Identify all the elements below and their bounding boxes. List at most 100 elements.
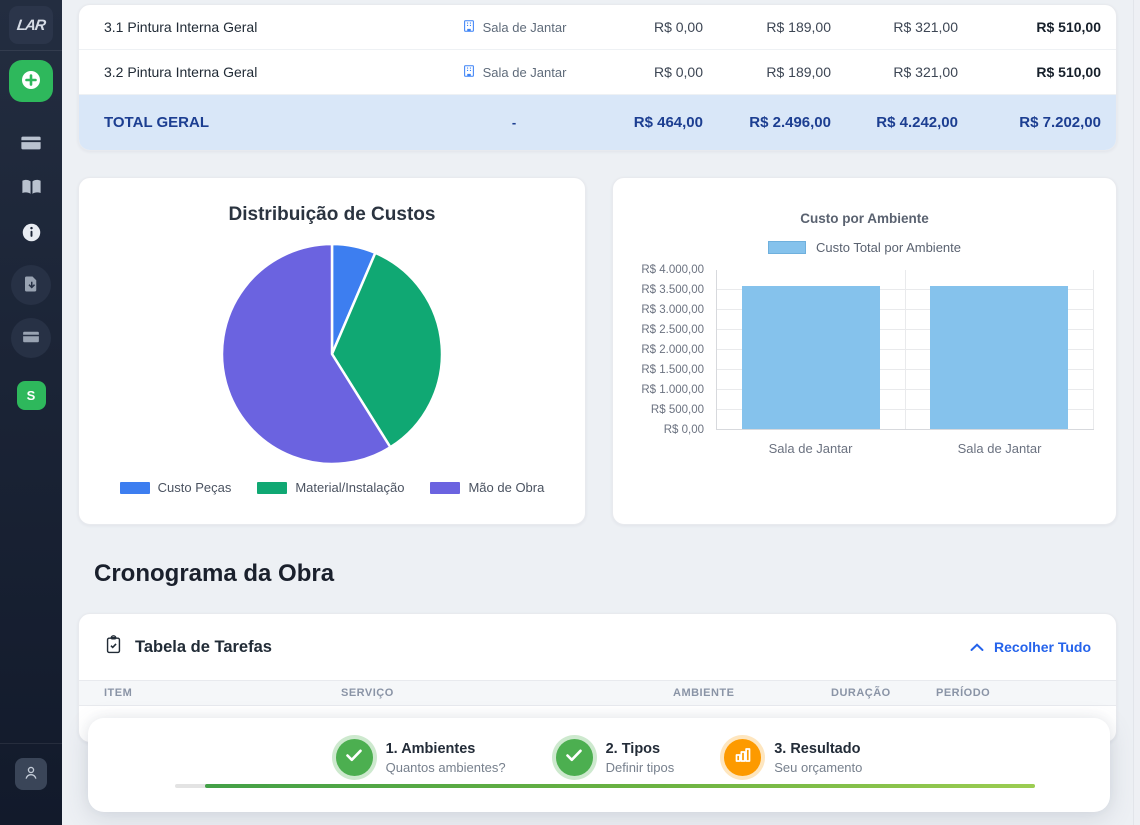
y-tick: R$ 2.000,00 — [641, 344, 704, 356]
mao-de-obra-value: R$ 321,00 — [893, 64, 958, 80]
file-download-icon — [22, 275, 40, 296]
step-subtitle: Definir tipos — [605, 759, 675, 775]
step-title: 2. Tipos — [605, 740, 661, 757]
step-resultado[interactable]: 3. Resultado Seu orçamento — [724, 739, 862, 776]
pie-chart-title: Distribuição de Custos — [228, 204, 436, 225]
total-row: TOTAL GERAL - R$ 464,00 R$ 2.496,00 R$ 4… — [79, 95, 1116, 150]
collapse-all-label: Recolher Tudo — [994, 639, 1091, 655]
check-icon — [346, 749, 362, 767]
pie-legend: Custo Peças Material/Instalação Mão de O… — [79, 480, 585, 495]
cost-by-ambiente-card: Custo por Ambiente Custo Total por Ambie… — [612, 177, 1117, 525]
bar-chart-legend[interactable]: Custo Total por Ambiente — [613, 240, 1116, 255]
bar-sala-de-jantar-2[interactable] — [930, 285, 1069, 429]
table-row[interactable]: 3.1 Pintura Interna Geral Sala de Jantar… — [79, 5, 1116, 50]
col-ambiente: AMBIENTE — [673, 687, 735, 699]
vertical-scrollbar[interactable] — [1133, 0, 1140, 825]
info-circle-icon — [21, 222, 42, 246]
col-duracao: DURAÇÃO — [831, 687, 891, 699]
open-book-icon — [20, 176, 43, 202]
material-value: R$ 189,00 — [766, 19, 831, 35]
plus-circle-icon — [19, 68, 43, 95]
y-tick: R$ 500,00 — [650, 404, 704, 416]
building-icon — [462, 64, 476, 81]
bar-legend-swatch — [767, 241, 806, 254]
legend-swatch-purple — [430, 481, 461, 494]
sidebar-item-catalog[interactable] — [11, 169, 51, 209]
check-icon — [566, 749, 582, 767]
wizard-progress-bar — [175, 784, 1035, 788]
legend-label: Material/Instalação — [295, 480, 405, 495]
total-value: R$ 510,00 — [1036, 19, 1101, 35]
wizard-stepper-card: 1. Ambientes Quantos ambientes? 2. Tipos… — [88, 718, 1110, 812]
ambiente-label: Sala de Jantar — [482, 19, 567, 35]
sidebar-divider — [0, 50, 62, 51]
col-item: ITEM — [104, 687, 133, 699]
avatar-initial: S — [26, 388, 36, 403]
step-subtitle: Quantos ambientes? — [385, 759, 506, 775]
new-item-button[interactable] — [9, 60, 53, 102]
task-table-title: Tabela de Tarefas — [135, 637, 272, 656]
bar-chart-icon — [735, 748, 751, 767]
legend-item[interactable]: Custo Peças — [119, 480, 232, 495]
pie-chart[interactable] — [202, 234, 462, 470]
sidebar: LAR — [0, 0, 62, 825]
sidebar-item-payments[interactable] — [11, 124, 51, 164]
y-tick: R$ 3.000,00 — [641, 304, 704, 316]
material-value: R$ 189,00 — [766, 64, 831, 80]
total-geral-value: R$ 7.202,00 — [1019, 114, 1101, 131]
legend-label: Custo Peças — [157, 480, 232, 495]
custo-pecas-value: R$ 0,00 — [653, 64, 703, 80]
legend-swatch-green — [257, 481, 288, 494]
y-tick: R$ 1.000,00 — [641, 384, 704, 396]
y-tick: R$ 0,00 — [663, 424, 704, 436]
y-tick: R$ 1.500,00 — [641, 364, 704, 376]
legend-item[interactable]: Mão de Obra — [430, 480, 544, 495]
step-title: 3. Resultado — [774, 740, 861, 757]
app-logo[interactable]: LAR — [9, 6, 53, 44]
total-ambiente-dash: - — [511, 115, 517, 130]
col-periodo: PERÍODO — [936, 687, 991, 699]
bar-chart-title: Custo por Ambiente — [800, 211, 929, 226]
chevron-up-icon — [970, 639, 984, 655]
total-material: R$ 2.496,00 — [749, 114, 831, 131]
y-tick: R$ 4.000,00 — [641, 264, 704, 276]
sidebar-item-export[interactable] — [11, 265, 51, 305]
step-done-circle — [335, 739, 373, 776]
profile-button[interactable] — [15, 758, 47, 790]
collapse-all-button[interactable]: Recolher Tudo — [970, 639, 1091, 655]
page-section-title: Cronograma da Obra — [94, 560, 335, 587]
sidebar-item-billing[interactable] — [11, 318, 51, 358]
mao-de-obra-value: R$ 321,00 — [893, 19, 958, 35]
table-row[interactable]: 3.2 Pintura Interna Geral Sala de Jantar… — [79, 50, 1116, 95]
x-tick: Sala de Jantar — [957, 441, 1042, 456]
step-current-circle — [724, 739, 762, 776]
sidebar-item-info[interactable] — [11, 214, 51, 254]
app-logo-text: LAR — [15, 16, 47, 34]
step-title: 1. Ambientes — [385, 740, 476, 757]
total-value: R$ 510,00 — [1036, 64, 1101, 80]
step-ambientes[interactable]: 1. Ambientes Quantos ambientes? — [335, 739, 506, 776]
y-tick: R$ 2.500,00 — [641, 324, 704, 336]
bar-sala-de-jantar-1[interactable] — [741, 285, 880, 429]
step-done-circle — [555, 739, 593, 776]
y-tick: R$ 3.500,00 — [641, 284, 704, 296]
bar-legend-label: Custo Total por Ambiente — [815, 240, 961, 255]
step-tipos[interactable]: 2. Tipos Definir tipos — [555, 739, 675, 776]
user-avatar-badge[interactable]: S — [16, 381, 46, 410]
legend-label: Mão de Obra — [468, 480, 545, 495]
custo-pecas-value: R$ 0,00 — [653, 19, 703, 35]
building-icon — [462, 19, 476, 36]
total-mao-de-obra: R$ 4.242,00 — [876, 114, 958, 131]
col-servico: SERVIÇO — [341, 687, 394, 699]
legend-item[interactable]: Material/Instalação — [257, 480, 404, 495]
bar-chart-plot: R$ 4.000,00 R$ 3.500,00 R$ 3.000,00 R$ 2… — [613, 261, 1116, 471]
ambiente-label: Sala de Jantar — [482, 64, 567, 80]
cost-distribution-card: Distribuição de Custos Custo Peças Mater… — [78, 177, 586, 525]
step-subtitle: Seu orçamento — [774, 759, 863, 775]
service-name: 3.1 Pintura Interna Geral — [104, 19, 258, 35]
clipboard-check-icon — [104, 635, 123, 659]
task-table-header: ITEM SERVIÇO AMBIENTE DURAÇÃO PERÍODO — [79, 680, 1116, 706]
service-name: 3.2 Pintura Interna Geral — [104, 64, 258, 80]
sidebar-bottom-divider — [0, 743, 62, 744]
budget-summary-table: 3.1 Pintura Interna Geral Sala de Jantar… — [78, 4, 1117, 151]
